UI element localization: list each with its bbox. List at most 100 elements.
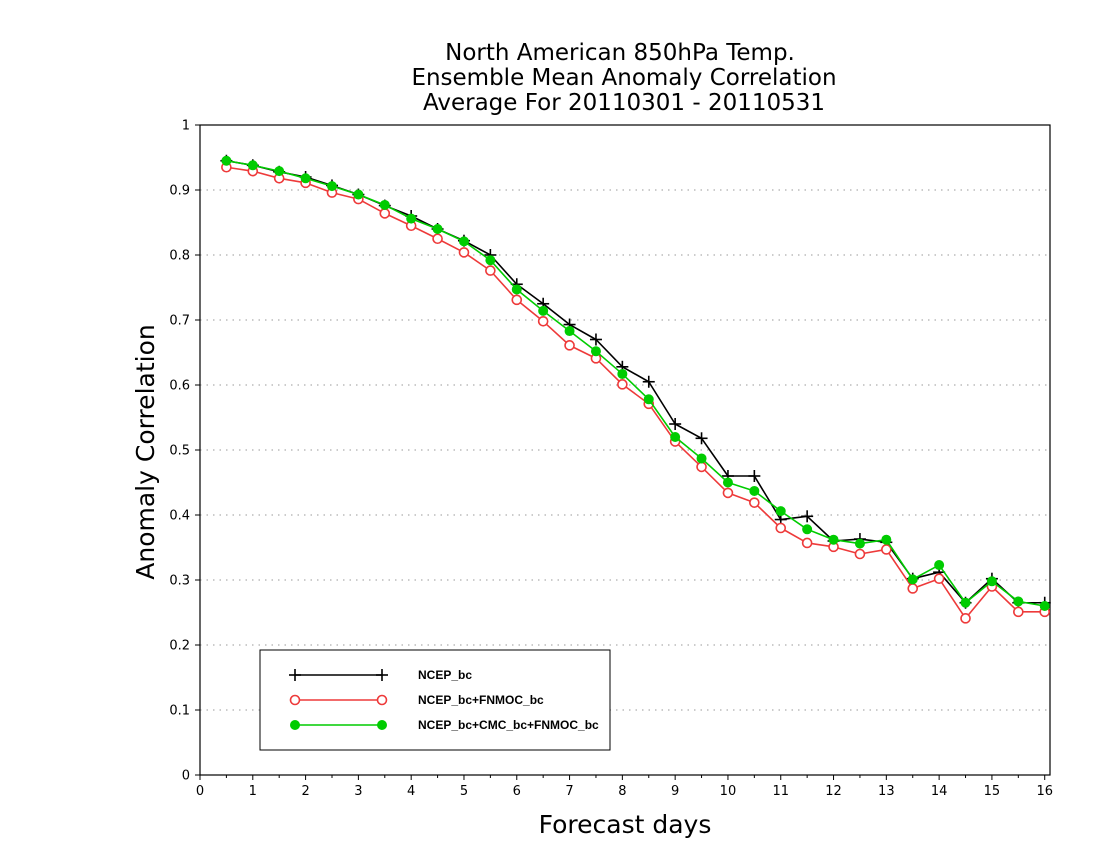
data-point-open-circle — [485, 265, 496, 276]
data-point-filled-circle — [1039, 601, 1050, 611]
x-tick-label: 13 — [878, 784, 895, 799]
legend-item-1: NCEP_bc — [289, 668, 472, 682]
x-tick-label: 8 — [618, 784, 626, 799]
x-tick-label: 4 — [407, 784, 415, 799]
data-point-filled-circle — [300, 173, 311, 184]
x-tick-label: 3 — [354, 784, 362, 799]
data-point-plus — [642, 375, 655, 388]
axis-ticks: 00.10.20.30.40.50.60.70.80.910 1 2 3 4 5 6 7 8 9 1… — [169, 119, 1053, 800]
y-tick-label: 0.1 — [169, 704, 190, 719]
data-point-filled-circle — [670, 432, 681, 442]
data-point-filled-circle — [538, 305, 549, 316]
legend-item-2: NCEP_bc+FNMOC_bc — [289, 693, 544, 707]
y-tick-label: 0.2 — [169, 639, 190, 654]
data-point-open-circle — [1013, 606, 1024, 618]
data-point-plus — [589, 333, 602, 346]
data-point-open-circle — [289, 694, 301, 706]
x-tick-label: 7 — [565, 784, 573, 799]
data-point-open-circle — [907, 583, 919, 594]
data-point-filled-circle — [722, 477, 733, 488]
data-point-open-circle — [801, 537, 813, 549]
legend-label: NCEP_bc+FNMOC_bc — [418, 693, 544, 707]
y-tick-label: 0.4 — [169, 509, 190, 524]
data-point-open-circle — [854, 548, 866, 560]
x-tick-label: 9 — [671, 784, 679, 799]
x-tick-label: 5 — [460, 784, 468, 799]
data-point-filled-circle — [775, 506, 786, 517]
data-point-filled-circle — [511, 284, 522, 295]
data-point-filled-circle — [854, 538, 865, 549]
y-tick-label: 1 — [182, 119, 190, 134]
data-point-open-circle — [376, 694, 388, 706]
y-tick-label: 0.5 — [169, 444, 190, 459]
data-point-filled-circle — [353, 189, 364, 200]
x-tick-label: 11 — [772, 784, 789, 799]
y-tick-label: 0 — [182, 769, 190, 784]
data-point-filled-circle — [696, 453, 707, 464]
data-point-open-circle — [696, 461, 707, 473]
data-point-plus — [695, 432, 708, 445]
data-point-filled-circle — [934, 560, 945, 571]
data-point-filled-circle — [907, 574, 918, 585]
title-line-2: Ensemble Mean Anomaly Correlation — [411, 65, 836, 91]
y-tick-label: 0.9 — [169, 184, 190, 199]
data-point-filled-circle — [458, 236, 469, 247]
data-point-open-circle — [379, 208, 391, 219]
data-point-filled-circle — [406, 213, 417, 224]
title-line-1: North American 850hPa Temp. — [445, 40, 795, 66]
data-point-filled-circle — [828, 534, 839, 545]
data-point-open-circle — [749, 497, 760, 508]
data-point-filled-circle — [274, 166, 285, 177]
data-point-filled-circle — [881, 534, 892, 545]
x-tick-label: 0 — [196, 784, 204, 799]
data-point-plus — [289, 669, 301, 681]
data-point-filled-circle — [290, 720, 300, 730]
data-point-plus — [376, 669, 388, 681]
data-point-plus — [801, 510, 814, 523]
y-tick-label: 0.6 — [169, 379, 190, 394]
legend-label: NCEP_bc — [418, 668, 472, 682]
data-point-filled-circle — [326, 181, 337, 192]
y-tick-label: 0.7 — [169, 314, 190, 329]
data-point-filled-circle — [986, 576, 997, 587]
x-axis-title: Forecast days — [539, 810, 712, 839]
chart-title: North American 850hPa Temp. Ensemble Mea… — [411, 40, 836, 116]
data-point-filled-circle — [643, 394, 654, 405]
data-point-filled-circle — [432, 224, 443, 234]
data-point-open-circle — [537, 315, 549, 327]
data-point-open-circle — [881, 544, 892, 555]
legend-label: NCEP_bc+CMC_bc+FNMOC_bc — [418, 718, 599, 732]
data-point-filled-circle — [617, 368, 628, 379]
x-tick-label: 12 — [825, 784, 842, 799]
data-point-open-circle — [564, 340, 575, 351]
series-line — [226, 166, 1045, 620]
legend-item-3: NCEP_bc+CMC_bc+FNMOC_bc — [290, 718, 599, 732]
y-tick-label: 0.8 — [169, 249, 190, 264]
x-tick-label: 2 — [301, 784, 309, 799]
series-line — [226, 159, 1045, 607]
y-axis-title: Anomaly Correlation — [131, 324, 160, 579]
x-tick-label: 6 — [513, 784, 521, 799]
data-point-open-circle — [617, 379, 628, 390]
title-line-3: Average For 20110301 - 20110531 — [423, 90, 825, 116]
series-layer — [220, 154, 1051, 624]
data-point-plus — [748, 470, 761, 482]
data-point-open-circle — [432, 233, 443, 245]
x-tick-label: 16 — [1036, 784, 1053, 799]
data-point-open-circle — [933, 573, 945, 585]
x-tick-label: 1 — [249, 784, 257, 799]
legend-items: NCEP_bc NCEP_bc+FNMOC_bc NCEP_bc+CMC_bc+FN… — [289, 668, 599, 732]
data-point-filled-circle — [564, 326, 575, 337]
data-point-filled-circle — [485, 255, 496, 266]
series-2 — [221, 161, 1051, 624]
x-tick-label: 14 — [931, 784, 948, 799]
data-point-filled-circle — [247, 160, 258, 171]
series-1 — [220, 154, 1051, 609]
x-tick-label: 10 — [720, 784, 737, 799]
data-point-filled-circle — [960, 597, 971, 608]
data-point-open-circle — [775, 522, 787, 534]
data-point-filled-circle — [221, 155, 232, 166]
grid — [200, 189, 1050, 711]
data-point-filled-circle — [379, 199, 390, 210]
